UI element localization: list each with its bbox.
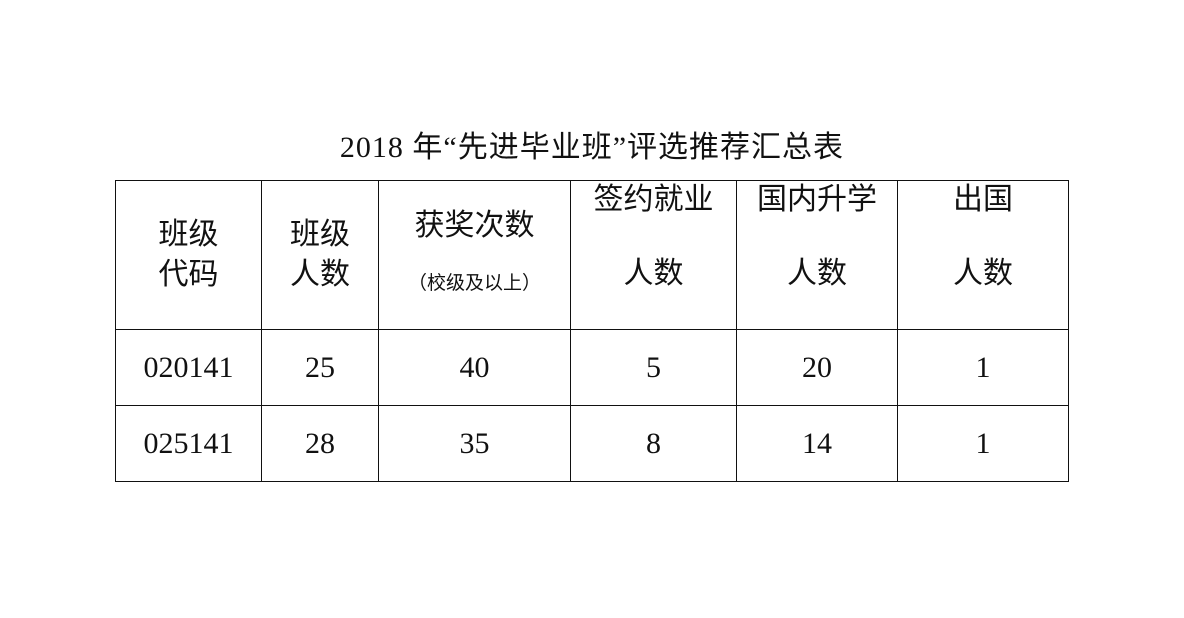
header-line: 代码 (158, 258, 219, 291)
table-cell: 25 (261, 329, 379, 406)
table-cell: 020141 (115, 329, 262, 406)
header-line: 人数 (623, 257, 684, 290)
document-title: 2018 年“先进毕业班”评选推荐汇总表 (339, 131, 845, 164)
table-cell: 1 (897, 329, 1069, 406)
table-cell: 20 (736, 329, 898, 406)
table-header-row: 班级 代码 班级 人数 获奖次数 （校级及以上） 签约就业 人数 国内升学 人数… (115, 180, 1069, 330)
header-class-code: 班级 代码 (115, 180, 262, 330)
header-line: 出国 (953, 183, 1013, 216)
table-cell: 5 (570, 329, 737, 406)
header-domestic-study: 国内升学 人数 (736, 180, 898, 330)
header-employment: 签约就业 人数 (570, 180, 737, 330)
header-line: 人数 (787, 257, 847, 290)
header-line: 班级 (158, 218, 219, 251)
header-subtitle: （校级及以上） (407, 272, 541, 294)
header-line: 班级 (290, 218, 350, 251)
header-line: 人数 (953, 257, 1013, 290)
header-line: 获奖次数 (414, 208, 535, 242)
table-cell: 40 (378, 329, 571, 406)
table-cell: 1 (897, 405, 1069, 482)
table-row: 025141 28 35 8 14 1 (115, 405, 1069, 482)
header-line: 国内升学 (757, 183, 877, 216)
table-cell: 28 (261, 405, 379, 482)
header-class-size: 班级 人数 (261, 180, 379, 330)
table-cell: 14 (736, 405, 898, 482)
header-line: 签约就业 (593, 183, 714, 216)
summary-table: 班级 代码 班级 人数 获奖次数 （校级及以上） 签约就业 人数 国内升学 人数… (115, 180, 1069, 482)
table-cell: 025141 (115, 405, 262, 482)
table-cell: 35 (378, 405, 571, 482)
table-row: 020141 25 40 5 20 1 (115, 329, 1069, 406)
header-line: 人数 (290, 258, 350, 291)
header-abroad: 出国 人数 (897, 180, 1069, 330)
header-awards: 获奖次数 （校级及以上） (378, 180, 571, 330)
table-cell: 8 (570, 405, 737, 482)
